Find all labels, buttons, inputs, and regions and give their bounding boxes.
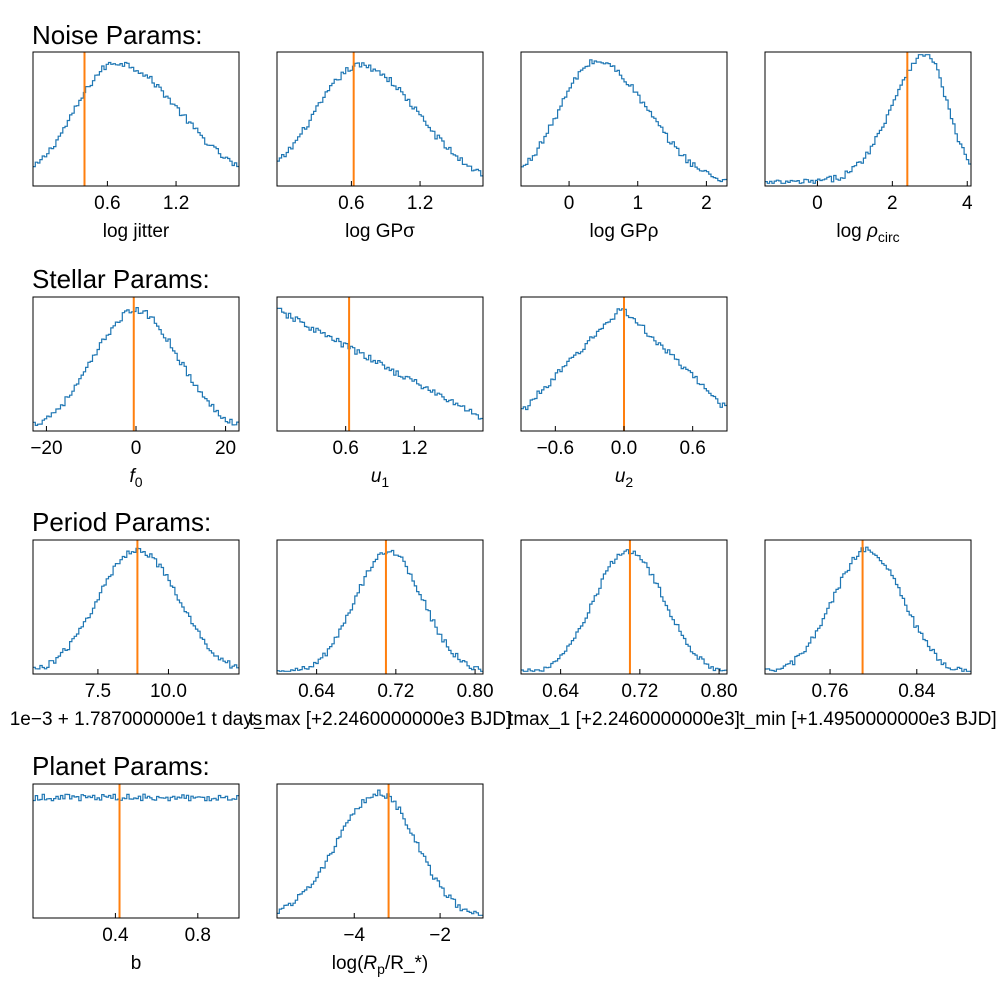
plot-frame [276, 51, 484, 187]
histogram-step-line [277, 62, 483, 177]
panel-5: 0.6 1.2 u1 [276, 296, 484, 490]
x-tick-label: 0 [564, 193, 575, 214]
panel-2: 0 1 2 log GPρ [520, 51, 728, 242]
x-tick-label: 0.6 [332, 438, 358, 459]
x-tick-label: 10.0 [150, 681, 187, 702]
x-tick-label: 0.6 [679, 438, 705, 459]
x-axis-label: u1 [371, 466, 390, 490]
histogram-step-line [765, 546, 971, 672]
x-axis-label: 1e−3 + 1.787000000e1 t days [10, 709, 263, 730]
x-tick-label: 0.8 [185, 925, 211, 946]
x-axis-label: u2 [615, 466, 634, 490]
x-tick-label: 1.2 [401, 438, 427, 459]
x-tick-label: 0.76 [812, 681, 849, 702]
x-axis-label: t_min [+1.4950000000e3 BJD] [739, 709, 996, 730]
x-tick-label: −2 [429, 925, 451, 946]
plot-frame [32, 51, 240, 187]
x-axis-label: b [131, 953, 142, 974]
plot-frame [276, 296, 484, 432]
x-axis-label: tmax_1 [+2.2460000000e3] [508, 709, 740, 730]
x-axis-label: log jitter [103, 221, 170, 242]
x-tick-label: 0.4 [102, 925, 129, 946]
x-axis-label: log GPσ [345, 221, 415, 242]
histogram-step-line [765, 54, 971, 184]
x-tick-label: 0.72 [377, 681, 414, 702]
x-tick-label: 0.72 [621, 681, 658, 702]
x-axis-label: log ρcirc [836, 221, 899, 245]
panel-9: 0.64 0.72 0.80 tmax_1 [+2.2460000000e3] [508, 539, 740, 730]
x-tick-label: 0.0 [611, 438, 637, 459]
plot-frame [520, 539, 728, 675]
section-title-stellar: Stellar Params: [32, 264, 210, 294]
panel-10: 0.76 0.84 t_min [+1.4950000000e3 BJD] [739, 539, 997, 730]
x-axis-label: t_max [+2.2460000000e3 BJD] [249, 709, 512, 730]
histogram-step-line [33, 547, 239, 670]
x-tick-label: 0 [812, 193, 823, 214]
plot-frame [32, 539, 240, 675]
x-tick-label: 0.64 [542, 681, 579, 702]
x-tick-label: 20 [215, 438, 236, 459]
plot-frame [764, 539, 972, 675]
x-tick-label: 4 [962, 193, 973, 214]
histogram-step-line [33, 307, 239, 426]
plot-frame [276, 539, 484, 675]
x-tick-label: 0.84 [898, 681, 935, 702]
x-tick-label: 0.80 [457, 681, 494, 702]
histogram-step-line [277, 307, 483, 420]
panel-8: 0.64 0.72 0.80 t_max [+2.2460000000e3 BJD] [249, 539, 512, 730]
histogram-step-line [277, 549, 483, 672]
x-tick-label: 0.80 [701, 681, 738, 702]
x-tick-label: −0.6 [537, 438, 575, 459]
x-tick-label: 1.2 [163, 193, 189, 214]
panel-0: 0.6 1.2 log jitter [32, 51, 240, 242]
x-tick-label: 7.5 [85, 681, 111, 702]
x-axis-label: f0 [129, 466, 142, 490]
plot-frame [520, 51, 728, 187]
section-title-period: Period Params: [32, 507, 211, 537]
panel-3: 0 2 4 log ρcirc [764, 51, 973, 245]
plot-frame [32, 783, 240, 919]
histogram-step-line [33, 793, 239, 802]
x-tick-label: 2 [701, 193, 712, 214]
x-tick-label: 0.6 [338, 193, 364, 214]
histogram-step-line [521, 549, 727, 672]
panel-7: 7.5 10.0 1e−3 + 1.787000000e1 t days [10, 539, 263, 730]
panel-4: −20 0 20 f0 [30, 296, 240, 490]
x-axis-label: log GPρ [590, 221, 659, 242]
x-tick-label: 0 [131, 438, 142, 459]
x-tick-label: −4 [343, 925, 365, 946]
plot-frame [276, 783, 484, 919]
x-axis-label: log(Rp/R_*) [332, 953, 429, 977]
panel-11: 0.4 0.8 b [32, 783, 240, 974]
section-title-noise: Noise Params: [32, 20, 203, 50]
histogram-step-line [521, 59, 727, 183]
panel-1: 0.6 1.2 log GPσ [276, 51, 484, 242]
histogram-step-line [277, 789, 483, 916]
x-tick-label: −20 [30, 438, 62, 459]
x-tick-label: 1 [632, 193, 643, 214]
x-tick-label: 0.6 [94, 193, 120, 214]
x-tick-label: 2 [887, 193, 898, 214]
plot-frame [32, 296, 240, 432]
panel-6: −0.6 0.0 0.6 u2 [520, 296, 728, 490]
section-title-planet: Planet Params: [32, 751, 210, 781]
x-tick-label: 0.64 [298, 681, 335, 702]
x-tick-label: 1.2 [407, 193, 433, 214]
plot-frame [764, 51, 972, 187]
histogram-step-line [33, 61, 239, 168]
